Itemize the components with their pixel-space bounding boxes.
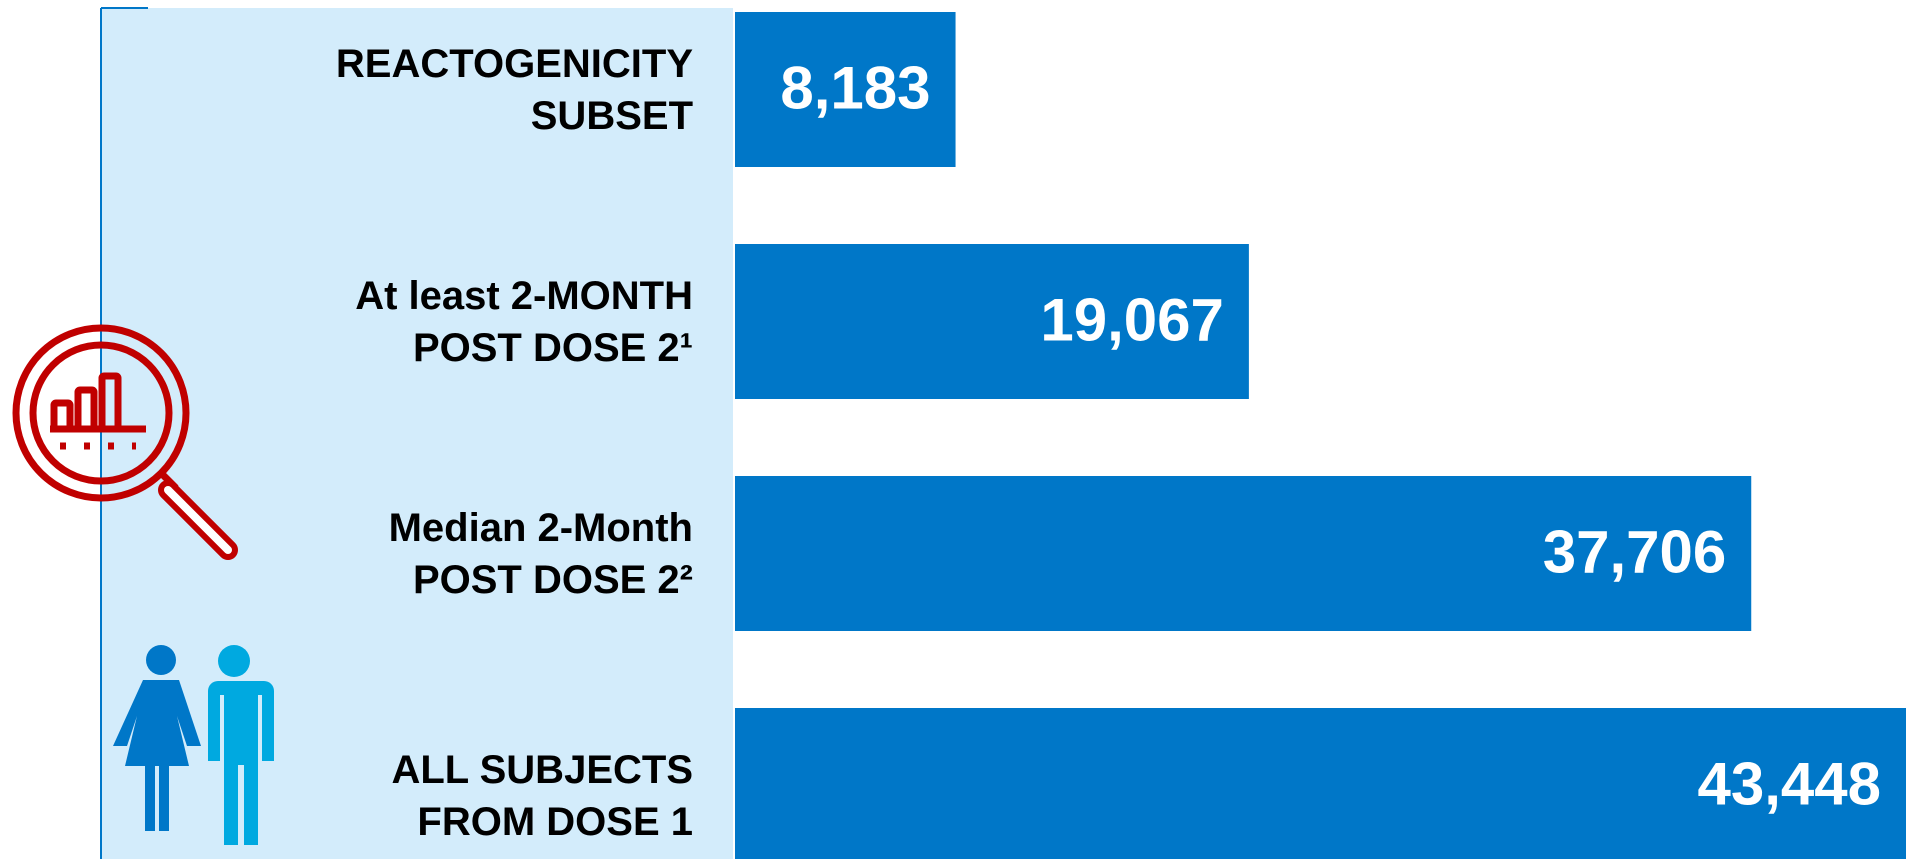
bar	[735, 244, 1249, 399]
value-label: 19,067	[1040, 286, 1224, 353]
value-label: 8,183	[780, 54, 930, 121]
magnifier-icon	[12, 324, 238, 560]
bar	[735, 12, 956, 167]
category-label: ALL SUBJECTS FROM DOSE 1	[391, 747, 693, 844]
label-panel	[101, 8, 733, 859]
people-icon	[113, 645, 274, 845]
category-label: REACTOGENICITY SUBSET	[335, 41, 693, 138]
category-label: At least 2-MONTH POST DOSE 2¹	[355, 273, 693, 370]
value-label: 37,706	[1543, 518, 1727, 585]
category-label: Median 2-Month POST DOSE 2²	[388, 505, 693, 602]
value-label: 43,448	[1697, 750, 1881, 817]
bar	[735, 708, 1906, 859]
bar	[735, 476, 1752, 631]
